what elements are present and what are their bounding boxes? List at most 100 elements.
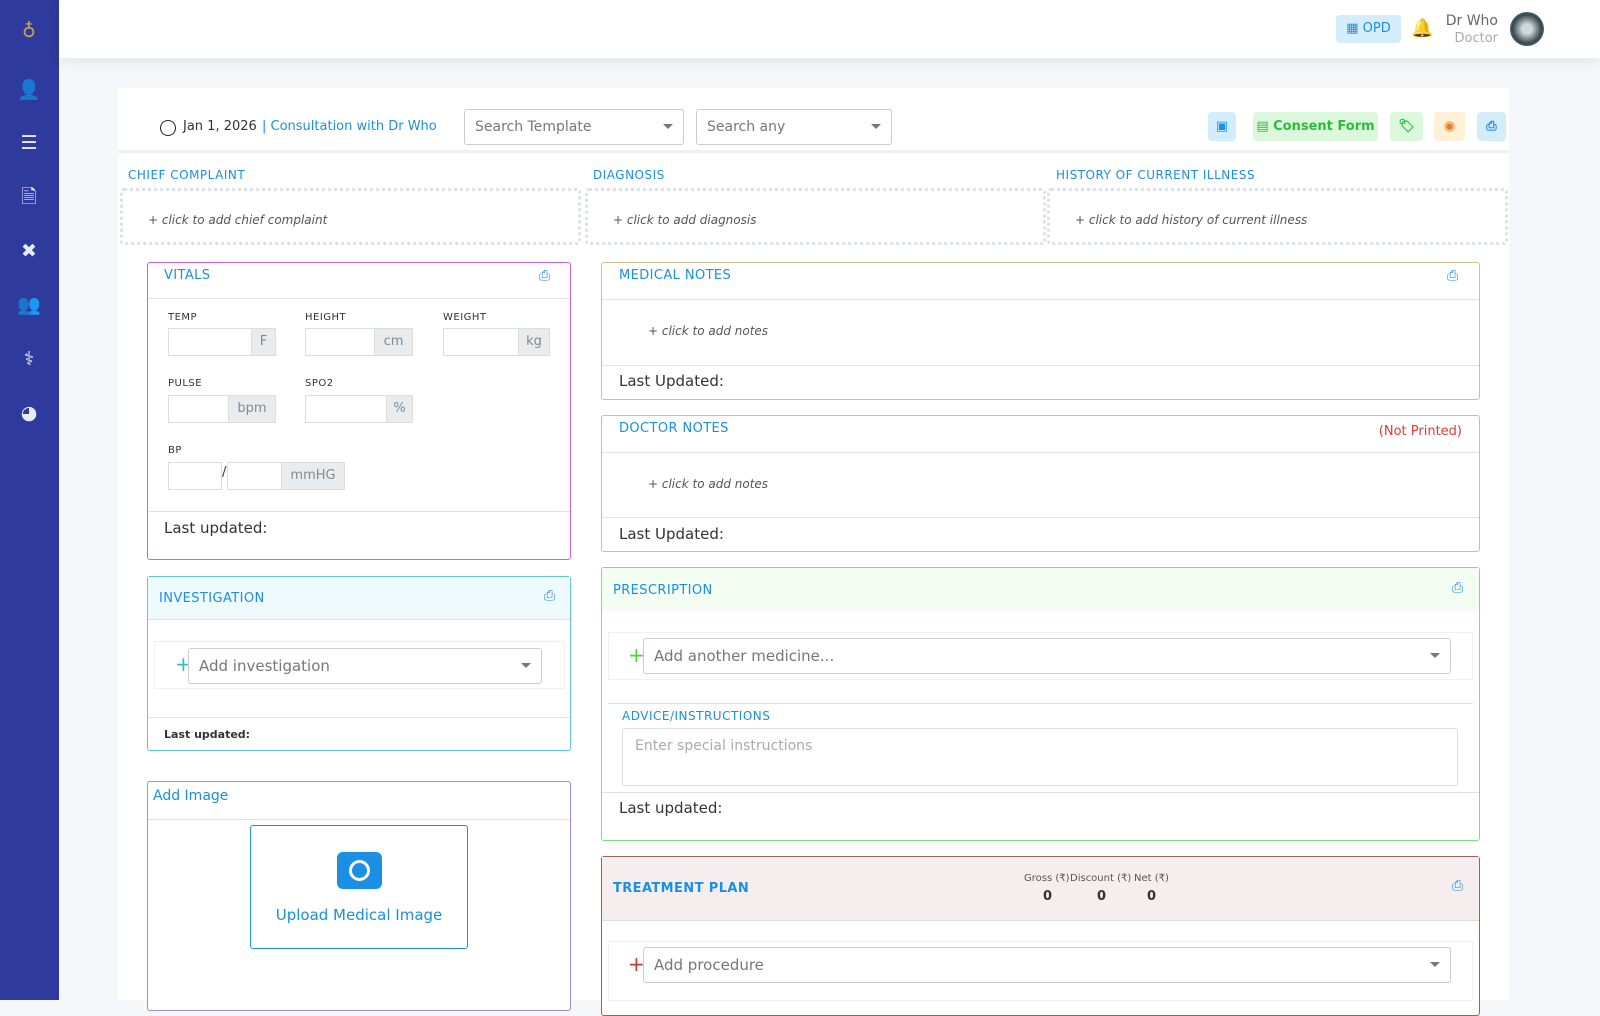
camera-icon (337, 852, 382, 889)
investigation-row (154, 641, 565, 689)
pie-chart-icon[interactable]: ◕ (20, 402, 38, 424)
invoice-icon[interactable]: 🗎 (21, 186, 37, 208)
advice-textarea[interactable]: Enter special instructions (622, 728, 1458, 786)
user-role: Doctor (1454, 31, 1498, 46)
height-label: HEIGHT (305, 312, 347, 323)
chevron-down-icon (871, 124, 881, 129)
consultation-link[interactable]: | Consultation with Dr Who (262, 119, 437, 134)
list-icon[interactable]: ☰ (20, 132, 38, 154)
chief-complaint-title: CHIEF COMPLAINT (128, 168, 246, 182)
temp-unit: F (251, 328, 276, 356)
print-icon[interactable]: ⎙ (1452, 878, 1464, 894)
investigation-select[interactable]: Add investigation (188, 648, 542, 684)
spo2-label: SPO2 (305, 378, 334, 389)
tags-button[interactable]: 🏷 (1390, 112, 1423, 141)
search-template-select[interactable]: Search Template (464, 109, 684, 145)
history-box[interactable]: + click to add history of current illnes… (1047, 188, 1508, 245)
treatment-header (602, 857, 1479, 921)
chevron-down-icon (663, 124, 673, 129)
procedure-select[interactable]: Add procedure (643, 947, 1451, 983)
divider (148, 717, 570, 718)
file-icon: ▤ (1256, 119, 1274, 134)
upload-label: Upload Medical Image (275, 906, 443, 924)
plus-icon[interactable]: + (628, 643, 645, 667)
pulse-input[interactable] (168, 395, 229, 423)
chevron-down-icon (521, 663, 531, 668)
add-image-title: Add Image (153, 788, 229, 804)
chief-complaint-box[interactable]: + click to add chief complaint (120, 188, 581, 245)
sidebar: ♁ 👤 ☰ 🗎 ✖ 👥 ⚕ ◕ (0, 0, 59, 1000)
bp-diastolic-input[interactable] (227, 462, 282, 490)
temp-label: TEMP (168, 312, 198, 323)
medicine-select[interactable]: Add another medicine... (643, 638, 1451, 674)
chevron-down-icon (1430, 653, 1440, 658)
bp-systolic-input[interactable] (168, 462, 222, 490)
user-name: Dr Who (1445, 13, 1498, 29)
print-button[interactable]: ⎙ (1477, 112, 1506, 141)
prescription-last-updated: Last updated: (619, 799, 723, 817)
doctor-notes-last-updated: Last Updated: (619, 525, 724, 543)
print-icon[interactable]: ⎙ (1447, 268, 1459, 284)
bp-label: BP (168, 445, 182, 456)
plus-icon[interactable]: + (628, 952, 645, 976)
user-clock-icon[interactable]: 👤 (17, 79, 41, 101)
doctor-notes-title: DOCTOR NOTES (619, 421, 729, 436)
doctor-notes-add[interactable]: + click to add notes (648, 477, 769, 491)
gross-value: 0 (1043, 889, 1053, 904)
divider (148, 819, 570, 820)
print-icon[interactable]: ⎙ (544, 588, 556, 604)
net-label: Net (₹) (1134, 873, 1169, 884)
divider (608, 703, 1473, 704)
discount-label: Discount (₹) (1070, 873, 1132, 884)
tools-icon[interactable]: ✖ (21, 240, 37, 262)
upload-image-button[interactable] (250, 825, 468, 949)
users-icon[interactable]: 👥 (17, 294, 41, 316)
print-icon[interactable]: ⎙ (539, 268, 551, 284)
weight-input[interactable] (443, 328, 519, 356)
diagnosis-box[interactable]: + click to add diagnosis (585, 188, 1046, 245)
spo2-unit: % (386, 395, 413, 423)
medicine-row (608, 632, 1473, 680)
divider (602, 365, 1479, 366)
divider (148, 511, 570, 512)
status-radio[interactable] (160, 120, 176, 136)
temp-input[interactable] (168, 328, 252, 356)
divider (602, 517, 1479, 518)
eye-icon: ◉ (1443, 119, 1456, 134)
height-unit: cm (374, 328, 413, 356)
chevron-down-icon (1430, 962, 1440, 967)
search-any-select[interactable]: Search any (696, 109, 892, 145)
print-icon: ⎙ (1486, 119, 1497, 134)
divider (602, 792, 1479, 793)
bp-separator: / (222, 465, 227, 480)
spo2-input[interactable] (305, 395, 387, 423)
consent-form-button[interactable]: ▤ Consent Form (1253, 112, 1378, 141)
prescription-header (602, 568, 1479, 612)
medical-notes-last-updated: Last Updated: (619, 372, 724, 390)
diagnosis-title: DIAGNOSIS (593, 168, 665, 182)
opd-button[interactable]: ▦ OPD (1336, 15, 1401, 43)
divider (118, 150, 1509, 153)
discount-value: 0 (1097, 889, 1107, 904)
logo-icon[interactable]: ♁ (22, 20, 36, 42)
investigation-header (148, 577, 570, 620)
medical-notes-panel (601, 262, 1480, 400)
calendar-plus-button[interactable]: ▣ (1208, 112, 1236, 141)
preview-button[interactable]: ◉ (1434, 112, 1465, 141)
medical-notes-add[interactable]: + click to add notes (648, 324, 769, 338)
bell-icon[interactable]: 🔔 (1411, 18, 1434, 39)
investigation-last-updated: Last updated: (164, 728, 251, 741)
grid-icon: ▦ (1346, 21, 1363, 36)
prescription-title: PRESCRIPTION (613, 583, 713, 598)
print-icon[interactable]: ⎙ (1452, 580, 1464, 596)
not-printed-badge: (Not Printed) (1378, 424, 1462, 439)
doctor-icon[interactable]: ⚕ (23, 348, 35, 370)
plus-icon[interactable]: + (175, 652, 192, 676)
doctor-notes-panel (601, 415, 1480, 552)
pulse-label: PULSE (168, 378, 203, 389)
avatar[interactable] (1510, 12, 1544, 46)
investigation-title: INVESTIGATION (159, 591, 265, 606)
tags-icon: 🏷 (1398, 119, 1415, 134)
history-title: HISTORY OF CURRENT ILLNESS (1056, 168, 1256, 182)
height-input[interactable] (305, 328, 375, 356)
